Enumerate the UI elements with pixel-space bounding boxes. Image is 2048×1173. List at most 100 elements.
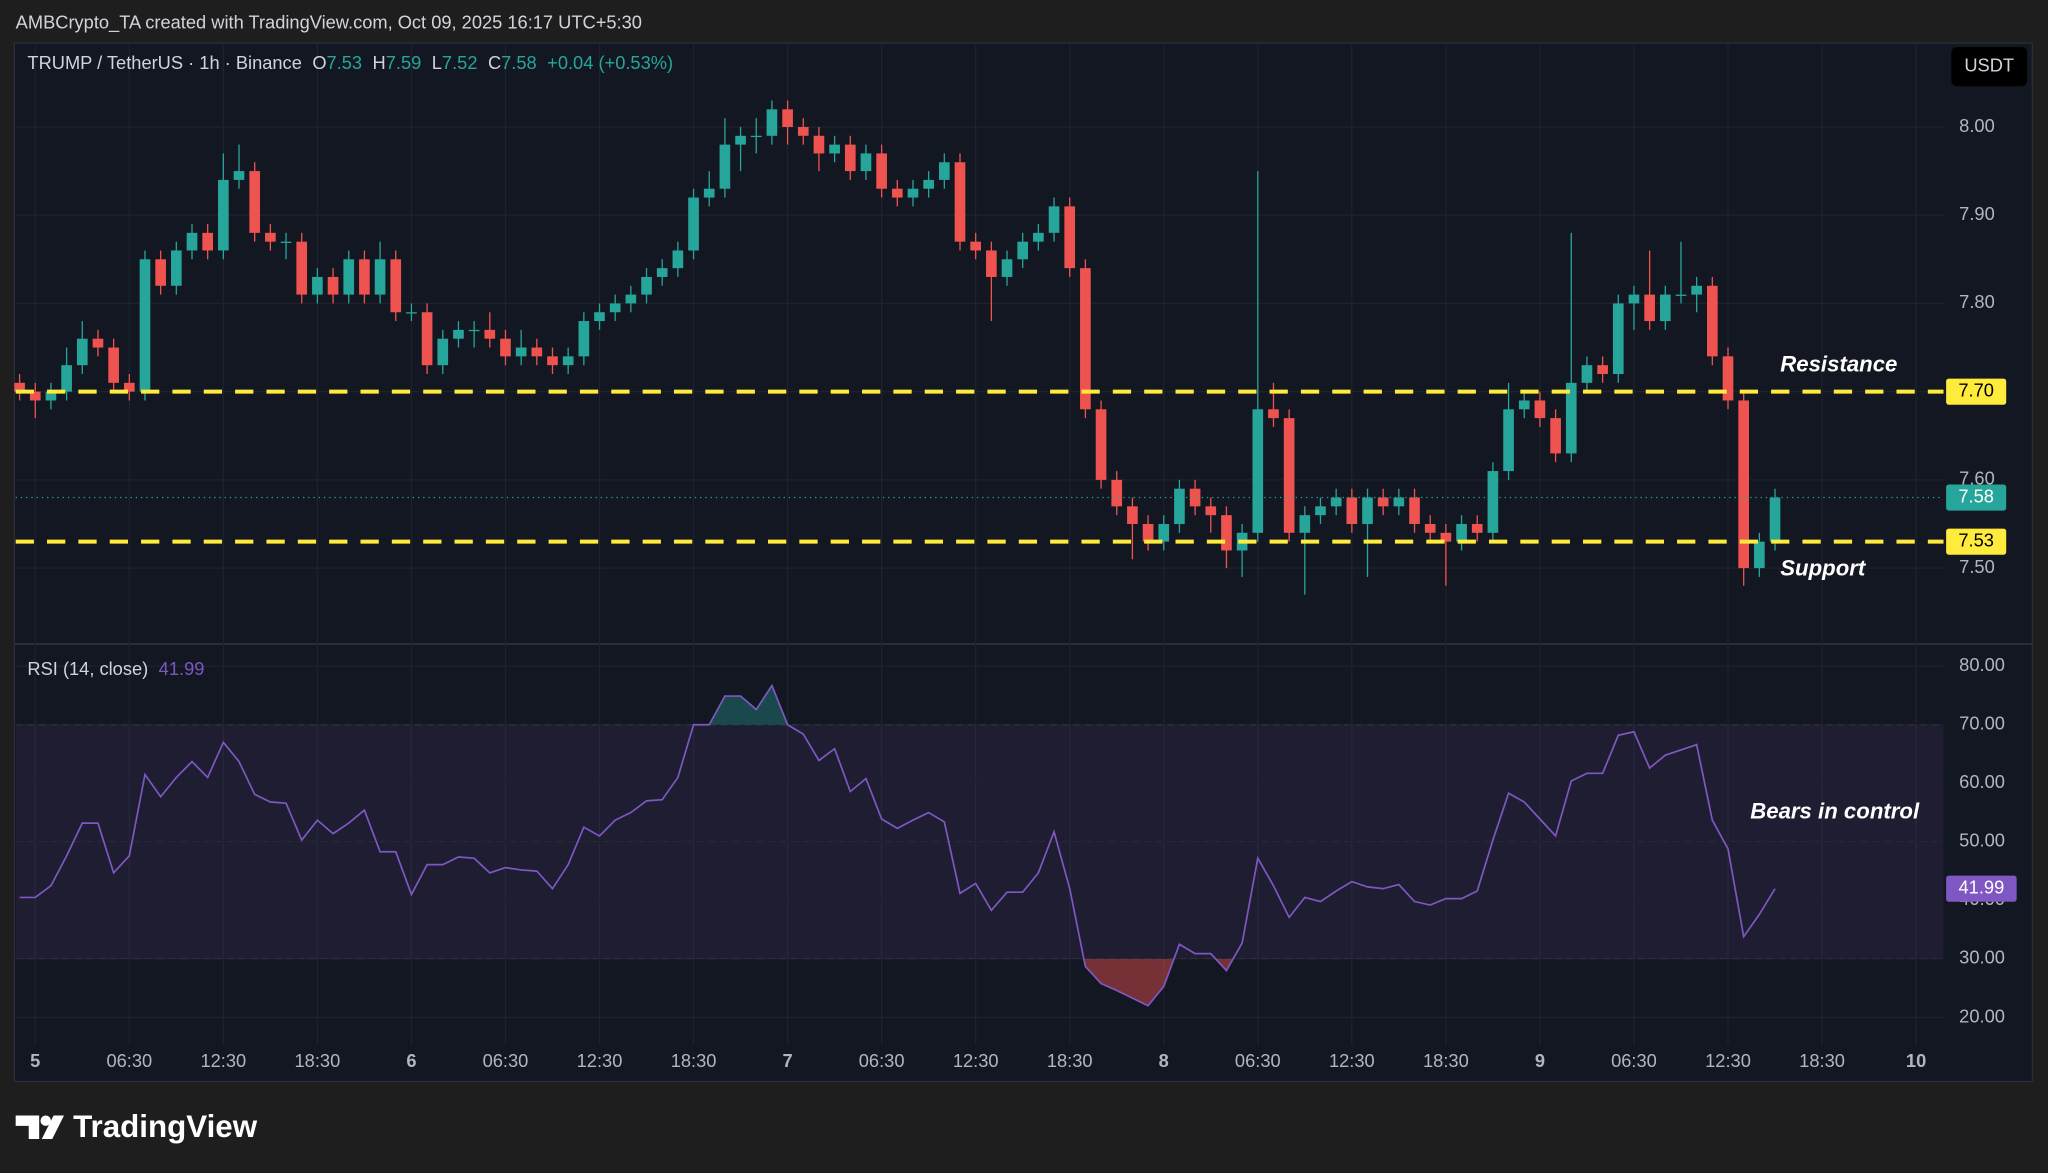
legend-change: +0.04 (+0.53%) [547, 52, 673, 73]
x-tick-label: 12:30 [1705, 1050, 1751, 1071]
x-tick-label: 10 [1906, 1050, 1926, 1071]
candle-body [1158, 523, 1170, 542]
candle-body [437, 338, 449, 366]
candle-body [29, 391, 41, 401]
x-tick-label: 5 [30, 1050, 40, 1071]
candle-body [139, 259, 151, 392]
legend-key: H [373, 52, 386, 73]
candle-body [1706, 285, 1718, 357]
candle-body [1581, 365, 1593, 383]
currency-label[interactable]: USDT [1964, 54, 2014, 75]
candle-body [1080, 268, 1091, 410]
candle-body [1675, 294, 1687, 296]
candle-body [923, 179, 934, 189]
candle-body [1769, 497, 1781, 542]
candle-body [876, 153, 887, 189]
chart-frame [13, 42, 2033, 1083]
grid-layer [14, 43, 2033, 1045]
candle-body [797, 126, 809, 136]
candle-body [891, 188, 903, 198]
candle-body [954, 162, 966, 242]
candle-body [202, 232, 214, 251]
candle-body [641, 276, 652, 295]
symbol-legend: TRUMP / TetherUS · 1h · Binance O7.53 H7.5… [27, 52, 673, 73]
candle-body [562, 356, 574, 366]
y-tick-label: 8.00 [1959, 115, 1995, 136]
candle-body [249, 171, 261, 233]
y-tick-label: 7.90 [1959, 203, 1995, 224]
legend-close: 7.58 [501, 52, 537, 73]
candle-body [1299, 515, 1311, 533]
candle-body [374, 259, 386, 295]
candle-body [327, 276, 339, 295]
candle-body [406, 312, 417, 314]
logo-shape [15, 1115, 40, 1139]
rsi-badge-label: 41.99 [1959, 877, 2005, 898]
candle-body [421, 312, 433, 366]
candle-body [1550, 418, 1561, 454]
legend-open: 7.53 [327, 52, 363, 73]
candle-body [813, 135, 825, 154]
candle-body [1142, 523, 1154, 542]
y-tick-label: 80.00 [1959, 654, 2005, 675]
level-badge [1946, 378, 2007, 405]
candle-body [92, 338, 104, 348]
candle-body [1612, 303, 1624, 374]
candle-body [61, 365, 72, 392]
candle-body [45, 391, 57, 401]
candle-body [1597, 365, 1608, 374]
candle-body [719, 144, 731, 189]
candle-body [829, 144, 840, 154]
y-tick-label: 60.00 [1959, 771, 2005, 792]
candle-body [1738, 400, 1750, 569]
candle-body [625, 294, 637, 304]
currency-button[interactable] [1951, 47, 2028, 87]
logo-shape [40, 1115, 51, 1126]
candle-body [938, 162, 950, 180]
candle-body [1754, 541, 1765, 569]
y-tick-label: 7.60 [1959, 468, 1995, 489]
candle-body [1659, 294, 1671, 322]
overbought-fill [709, 685, 788, 725]
candle-body [170, 250, 182, 286]
x-tick-label: 7 [783, 1050, 793, 1071]
candle-body [1064, 206, 1076, 269]
labels-layer: 7.50 7.60 7.70 7.80 7.90 8.00 5 06:30 12:30 18:30… [30, 115, 2017, 1071]
rsi-note: Bears in control [1750, 798, 1920, 823]
y-tick-label: 7.80 [1959, 291, 1995, 312]
candle-body [500, 338, 511, 357]
candle-body [1691, 285, 1702, 295]
candle-body [1283, 418, 1295, 533]
candle-body [1252, 409, 1264, 533]
y-tick-label: 20.00 [1959, 1005, 2005, 1026]
candle-body [515, 347, 527, 357]
legend-high: 7.59 [386, 52, 422, 73]
candle-body [1033, 232, 1044, 242]
candle-body [123, 382, 135, 392]
candle-body [14, 382, 25, 392]
candle-body [970, 241, 982, 251]
candle-body [1722, 356, 1734, 401]
x-tick-label: 12:30 [1329, 1050, 1375, 1071]
candle-body [296, 241, 308, 295]
candle-body [1644, 294, 1655, 322]
candle-body [1111, 479, 1123, 507]
candle-body [1221, 515, 1232, 551]
candle-body [1315, 506, 1326, 516]
candle-body [1456, 523, 1467, 542]
symbol: TRUMP / TetherUS · 1h · Binance [27, 52, 301, 73]
candle-body [609, 303, 621, 313]
rsi-title: RSI (14, close) [27, 658, 148, 679]
candle-body [1534, 400, 1546, 419]
candle-body [547, 356, 558, 366]
candle-body [766, 109, 778, 136]
x-tick-label: 9 [1535, 1050, 1545, 1071]
candle-body [1268, 409, 1279, 419]
candle-body [76, 338, 88, 366]
resistance-note: Resistance [1780, 352, 1897, 377]
candle-body [1503, 409, 1514, 472]
rsi-value: 41.99 [159, 658, 205, 679]
candle-body [265, 232, 276, 242]
